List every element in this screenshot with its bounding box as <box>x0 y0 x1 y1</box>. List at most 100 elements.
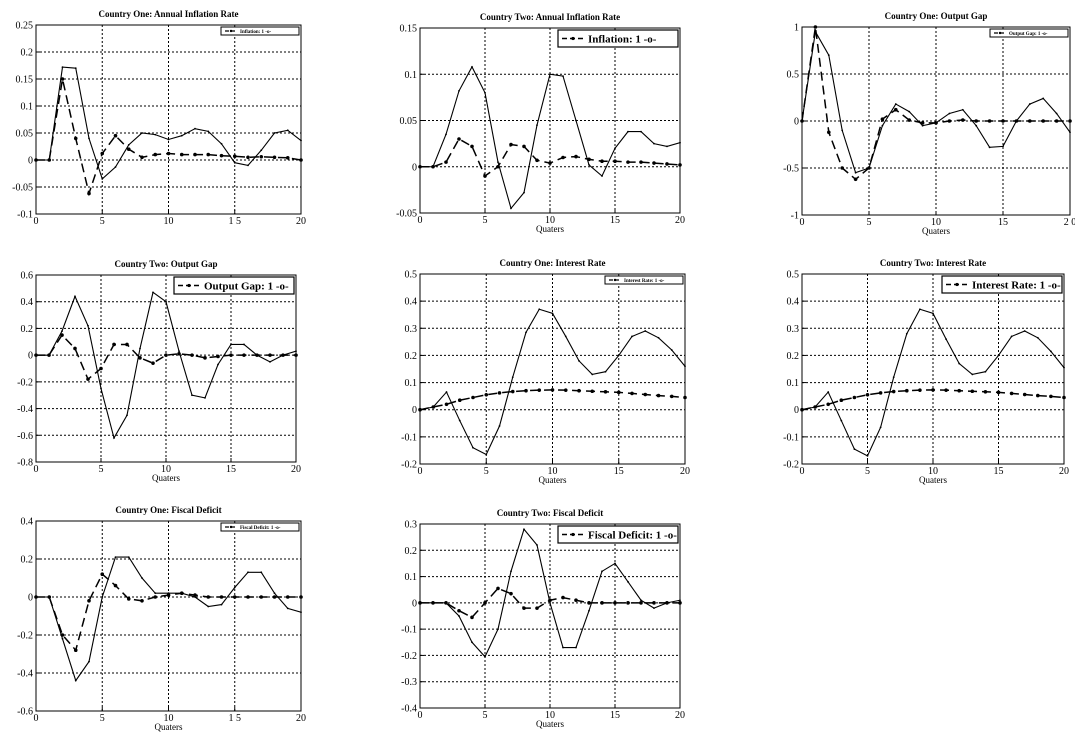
data-point <box>563 388 568 392</box>
y-tick-label: 0.2 <box>405 546 418 557</box>
data-point <box>640 599 642 602</box>
data-point <box>613 601 617 605</box>
data-point <box>1022 392 1027 397</box>
data-point <box>470 615 474 620</box>
y-tick-label: -0.1 <box>17 210 33 221</box>
data-point <box>418 164 422 169</box>
data-point <box>669 394 674 399</box>
x-tick-label: 5 <box>99 464 104 475</box>
data-point <box>485 453 488 456</box>
data-point <box>683 395 687 400</box>
y-tick-label: 0.2 <box>787 351 800 362</box>
x-axis-label: Quaters <box>152 473 180 483</box>
x-tick-label: 5 <box>483 710 488 721</box>
chart-title: Country Two: Output Gap <box>115 259 218 269</box>
data-point <box>614 147 616 150</box>
data-point <box>220 603 223 606</box>
data-point <box>114 166 117 168</box>
y-tick-label: -0.05 <box>12 183 33 194</box>
data-point <box>561 595 565 600</box>
x-tick-label: 0 <box>34 464 39 475</box>
y-tick-label: -0.2 <box>17 377 33 388</box>
data-point <box>562 646 564 649</box>
data-point <box>220 142 223 145</box>
data-point <box>908 110 911 113</box>
data-point <box>431 601 435 605</box>
x-axis-label: Quaters <box>919 475 947 485</box>
data-point <box>827 391 830 393</box>
data-point <box>679 141 681 144</box>
legend-label: Interest Rate: 1 -o- <box>972 280 1061 292</box>
data-point <box>988 146 991 149</box>
data-point <box>961 118 965 122</box>
x-tick-label: 20 <box>296 216 306 227</box>
y-tick-label: 0.2 <box>405 351 418 362</box>
data-point <box>536 124 538 127</box>
y-tick-label: -0.5 <box>783 164 799 175</box>
data-point <box>524 388 528 393</box>
y-tick-label: -0.6 <box>17 707 33 718</box>
data-point <box>180 134 183 137</box>
data-point <box>577 388 581 393</box>
data-point <box>483 601 487 605</box>
data-point <box>1049 394 1053 399</box>
data-point <box>854 171 857 174</box>
data-point <box>165 300 167 303</box>
data-point <box>483 174 487 178</box>
data-point <box>100 572 105 576</box>
data-point <box>983 390 988 394</box>
data-point <box>232 154 237 159</box>
data-point <box>153 595 158 599</box>
data-point <box>100 387 102 390</box>
data-point <box>1041 119 1045 123</box>
x-tick-label: 5 <box>865 466 870 477</box>
data-point <box>177 352 181 356</box>
data-point <box>219 153 224 158</box>
chart-title: Country Two: Interest Rate <box>880 258 986 268</box>
chart-title: Country Two: Annual Inflation Rate <box>480 12 620 22</box>
data-point <box>578 359 580 362</box>
series-line-dashed <box>36 78 301 197</box>
data-point <box>920 121 925 125</box>
data-point <box>34 353 38 357</box>
x-tick-label: 10 <box>548 466 558 477</box>
data-point <box>1054 119 1059 123</box>
data-point <box>587 157 591 162</box>
data-point <box>125 342 129 347</box>
chart-title: Country Two: Fiscal Deficit <box>497 508 603 518</box>
data-point <box>548 161 552 165</box>
data-point <box>670 349 673 351</box>
data-point <box>207 130 210 133</box>
x-tick-label: 10 <box>164 713 174 724</box>
y-tick-label: 0.4 <box>787 297 800 308</box>
data-point <box>126 147 131 151</box>
data-point <box>827 130 831 135</box>
data-point <box>140 155 144 160</box>
data-point <box>457 398 462 403</box>
x-tick-label: 1 5 <box>229 216 242 227</box>
data-point <box>246 595 250 599</box>
legend-box <box>604 275 684 285</box>
x-tick-label: 15 <box>226 464 236 475</box>
data-point <box>498 425 501 427</box>
data-point <box>418 407 422 412</box>
data-point <box>827 54 830 57</box>
chart-panel-4: Country Two: Output Gap -0.8 -0.6 -0.4 -0.2 0… <box>17 259 301 483</box>
y-tick-label: 0 <box>412 162 417 173</box>
legend-marker <box>955 282 959 287</box>
data-point <box>243 343 245 346</box>
data-point <box>931 388 935 392</box>
data-point <box>497 391 502 395</box>
data-point <box>73 648 78 652</box>
data-point <box>548 598 552 603</box>
x-tick-label: 10 <box>161 464 171 475</box>
data-point <box>894 103 897 105</box>
data-point <box>60 633 65 637</box>
data-point <box>101 596 104 598</box>
data-point <box>87 324 89 327</box>
data-point <box>471 65 473 68</box>
data-point <box>866 454 869 457</box>
data-point <box>61 330 63 332</box>
data-point <box>626 160 630 164</box>
